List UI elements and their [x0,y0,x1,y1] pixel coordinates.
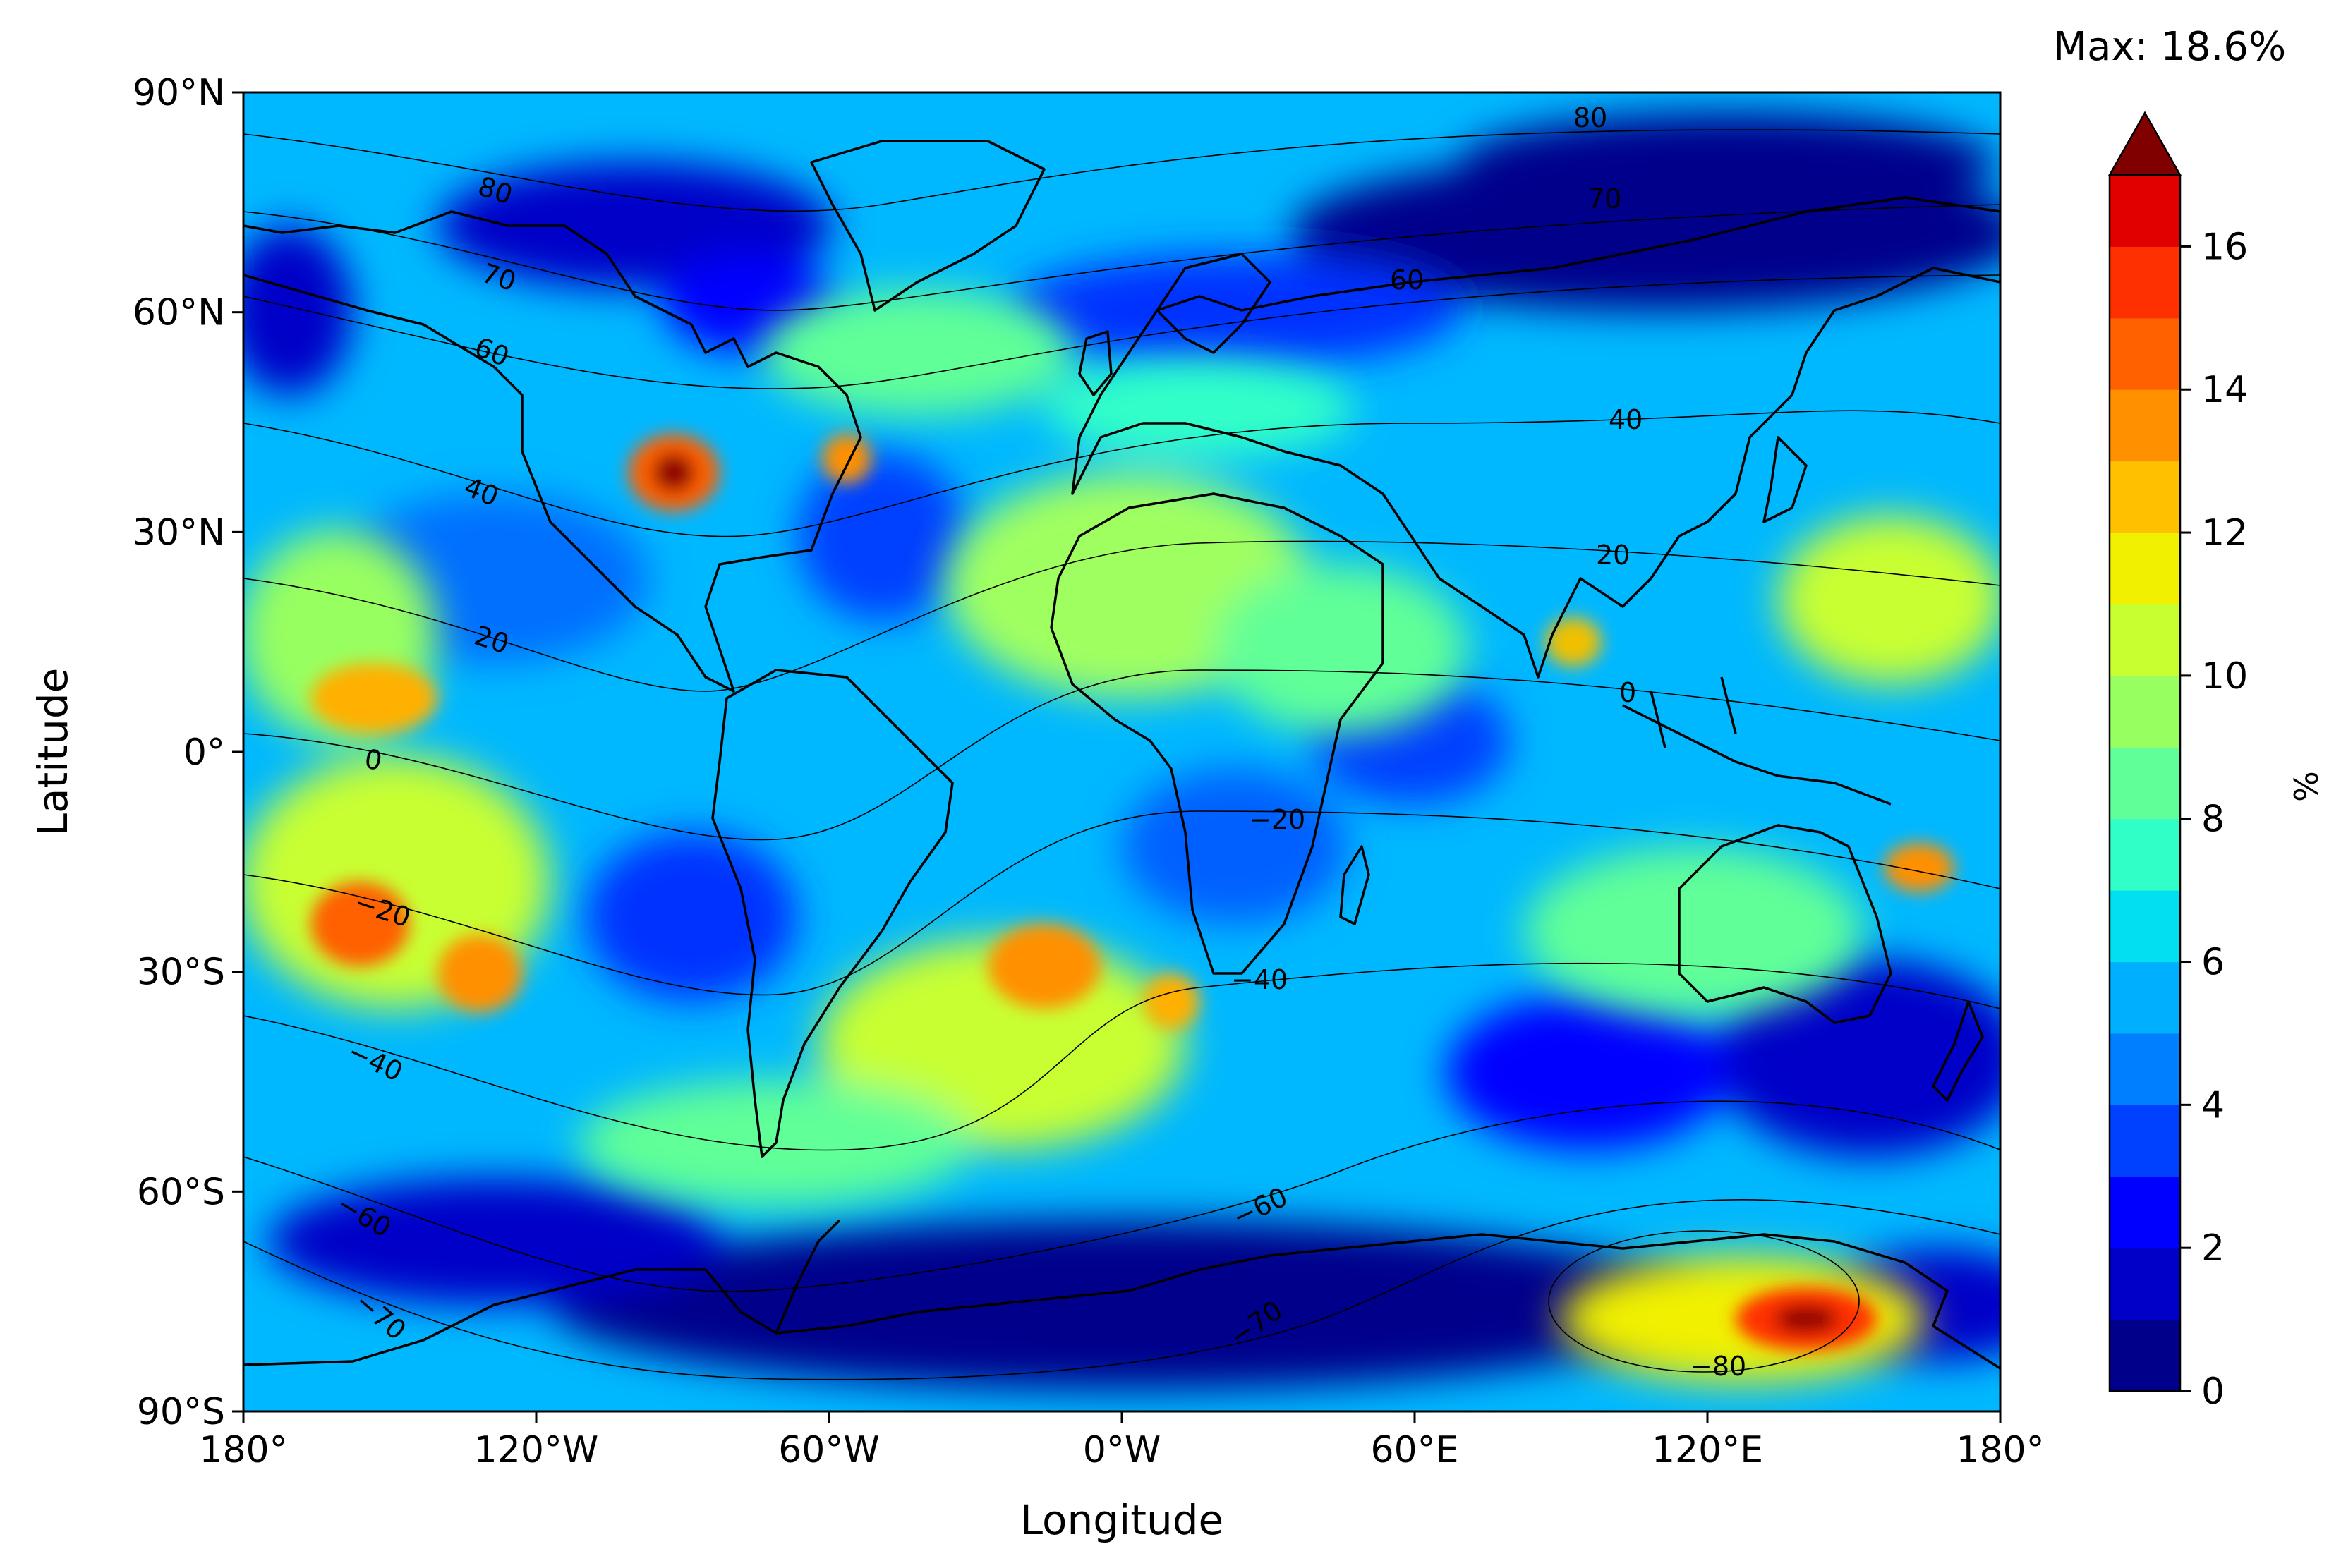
x-tick-label: 60°W [778,1429,880,1471]
map-area: 80 80 70 70 60 60 40 40 20 20 0 0 −20 −2… [243,92,2000,1411]
colorbar-level [2110,1176,2180,1248]
coastline-scandinavia [1156,253,1271,354]
contour-0 [243,669,2000,841]
contour-70 [243,204,2000,311]
contour-label: 70 [1587,183,1621,214]
y-axis: 90°N 60°N 30°N 0° 30°S 60°S 90°S [133,72,243,1433]
y-tick-label: 90°S [137,1391,225,1433]
y-tick-label: 60°N [133,292,225,334]
contour-label: 60 [1390,265,1424,296]
y-axis-label: Latitude [29,668,77,837]
colorbar-extend-arrow [2107,111,2182,176]
colorbar-level [2110,890,2180,963]
colorbar-level [2110,818,2180,891]
contour-lines [243,129,2000,1380]
contour-label: 0 [1619,677,1636,708]
low-value-regions [243,113,2000,1390]
colorbar-level [2110,389,2180,462]
colorbar-level [2110,317,2180,390]
coastline-north-america [243,210,862,693]
contour-label: −80 [1690,1351,1746,1382]
contour-80 [243,129,2000,212]
colorbar-tick-label: 6 [2201,942,2225,984]
y-tick-label: 0° [183,731,225,774]
x-tick-label: 120°W [474,1429,599,1471]
coastline-madagascar [1339,845,1370,925]
y-tick-label: 30°S [137,952,225,994]
colorbar-level [2110,604,2180,676]
colorbar-tick-label: 16 [2201,226,2248,268]
colorbar-tick-label: 8 [2201,798,2225,841]
colorbar-level [2110,175,2180,247]
colorbar-outline [2108,174,2182,1392]
contour-label: 40 [1609,404,1643,435]
x-tick-label: 60°E [1370,1429,1458,1471]
contour-minus-40 [243,962,2000,1151]
coastline-australia [1678,824,1892,1024]
colorbar-max-label: Max: 18.6% [2053,24,2286,70]
x-tick-label: 0°W [1083,1429,1161,1471]
x-axis-label: Longitude [1020,1496,1223,1544]
colorbar-level [2110,961,2180,1034]
x-tick-label: 120°E [1652,1429,1763,1471]
coastline-japan [1762,436,1808,523]
contour-minus-80 [1548,1230,1860,1373]
colorbar-level [2110,461,2180,533]
coastline-africa [1050,492,1384,975]
contour-20 [243,540,2000,692]
contour-40 [243,410,2000,537]
colorbar: 0 2 4 6 8 10 12 14 16 [2107,111,2248,1413]
colorbar-level [2110,747,2180,820]
y-tick-label: 60°S [137,1171,225,1213]
colorbar-level [2110,246,2180,319]
coastline-greenland [810,140,1046,312]
contour-minus-20 [243,810,2000,996]
colorbar-level [2110,675,2180,748]
y-tick-label: 90°N [133,72,225,114]
colorbar-level [2110,533,2180,604]
contour-label: 20 [1596,540,1630,571]
colorbar-tick-label: 2 [2201,1227,2225,1270]
contour-label: 80 [1573,102,1607,133]
colorbar-tick-label: 14 [2201,369,2248,411]
coastline-british-isles [1078,330,1113,396]
contour-label: −20 [1249,804,1305,835]
x-axis: 180° 120°W 60°W 0°W 60°E 120°E 180° [199,1411,2045,1471]
coastline-indonesia [1622,676,1892,806]
coastline-eurasia [1071,196,2000,679]
coastline-south-america [711,669,954,1158]
colorbar-level [2110,1105,2180,1177]
colorbar-unit-label: % [2287,771,2325,802]
contour-minus-60 [243,1100,2000,1292]
contour-minus-70 [243,1199,2000,1380]
coastline-new-zealand [1932,1000,1984,1102]
colorbar-tick-label: 4 [2201,1084,2225,1126]
colorbar-level [2110,1248,2180,1320]
contour-label: −40 [1231,964,1288,995]
coastline-antarctic-peninsula [775,1219,841,1334]
colorbar-tick-label: 10 [2201,655,2248,698]
x-tick-label: 180° [1956,1429,2044,1471]
colorbar-tick-label: 0 [2201,1371,2225,1413]
colorbar-level [2110,1319,2180,1392]
x-tick-label: 180° [199,1429,287,1471]
y-tick-label: 30°N [133,511,225,554]
contour-60 [243,274,2000,389]
colorbar-level [2110,1033,2180,1105]
hotspot-regions [310,434,1954,1351]
colorbar-tick-label: 12 [2201,512,2248,554]
